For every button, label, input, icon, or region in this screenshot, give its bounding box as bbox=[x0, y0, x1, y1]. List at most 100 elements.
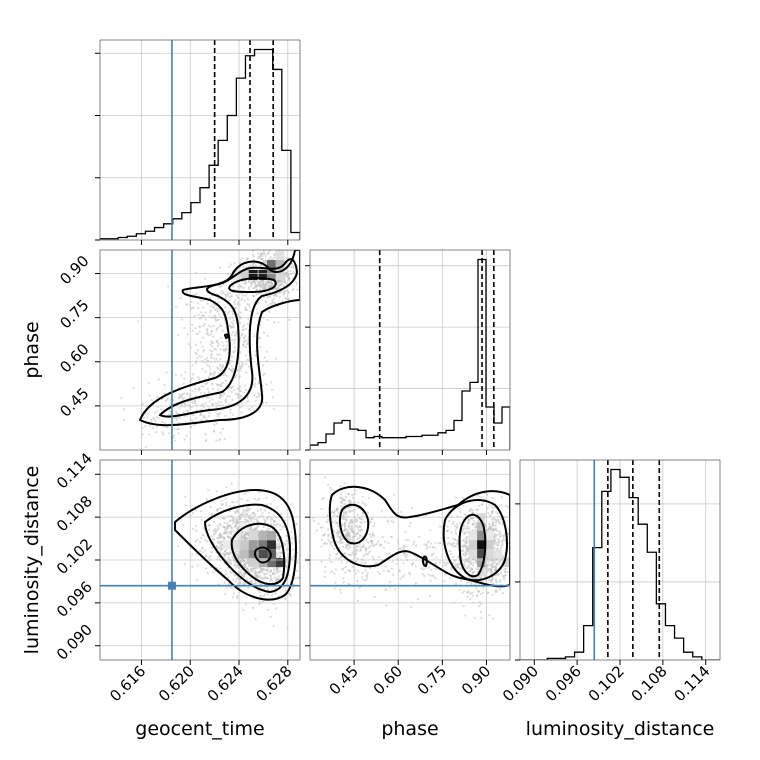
sample-point bbox=[194, 423, 197, 427]
sample-point bbox=[259, 256, 262, 259]
sample-point bbox=[192, 414, 195, 417]
sample-point bbox=[470, 517, 473, 520]
sample-point bbox=[351, 530, 354, 534]
sample-point bbox=[210, 535, 214, 538]
sample-point bbox=[244, 582, 247, 585]
sample-point bbox=[430, 542, 433, 545]
sample-point bbox=[498, 539, 501, 542]
sample-point bbox=[504, 504, 507, 507]
sample-point bbox=[245, 266, 248, 269]
sample-point bbox=[274, 587, 277, 590]
sample-point bbox=[430, 553, 434, 556]
density-cell bbox=[485, 530, 494, 540]
sample-point bbox=[225, 295, 228, 298]
sample-point bbox=[494, 521, 497, 524]
sample-point bbox=[251, 570, 254, 573]
sample-point bbox=[160, 408, 163, 411]
sample-point bbox=[330, 510, 333, 514]
sample-point bbox=[246, 308, 249, 312]
sample-point bbox=[275, 295, 278, 298]
sample-point bbox=[351, 509, 355, 512]
gridlines-p20 bbox=[100, 460, 300, 660]
sample-point bbox=[501, 554, 504, 557]
sample-point bbox=[222, 344, 225, 347]
sample-point bbox=[202, 527, 205, 530]
sample-point bbox=[499, 579, 502, 582]
sample-point bbox=[276, 566, 279, 570]
sample-point bbox=[275, 607, 278, 610]
sample-point bbox=[368, 518, 371, 521]
sample-point bbox=[252, 294, 255, 297]
sample-point bbox=[253, 570, 256, 573]
contour-p20-outer bbox=[174, 489, 297, 601]
sample-point bbox=[222, 392, 225, 395]
sample-point bbox=[239, 517, 242, 520]
sample-point bbox=[216, 402, 219, 405]
sample-point bbox=[255, 396, 258, 399]
sample-point bbox=[454, 532, 457, 535]
sample-point bbox=[332, 529, 335, 532]
sample-point bbox=[336, 509, 339, 512]
sample-point bbox=[429, 574, 432, 577]
sample-point bbox=[147, 381, 150, 385]
sample-point bbox=[402, 552, 405, 555]
sample-point bbox=[490, 505, 493, 508]
sample-point bbox=[199, 549, 202, 553]
sample-point bbox=[211, 538, 214, 541]
sample-point bbox=[466, 595, 469, 598]
sample-point bbox=[213, 430, 216, 433]
sample-point bbox=[327, 538, 330, 541]
sample-point bbox=[240, 533, 243, 536]
sample-point bbox=[223, 350, 226, 353]
sample-point bbox=[456, 525, 459, 529]
sample-point bbox=[283, 290, 286, 293]
sample-point bbox=[446, 530, 449, 533]
sample-point bbox=[338, 539, 342, 542]
sample-point bbox=[215, 366, 219, 369]
sample-point bbox=[452, 562, 455, 565]
sample-point bbox=[243, 565, 246, 569]
sample-point bbox=[336, 515, 339, 518]
sample-point bbox=[274, 572, 277, 575]
sample-point bbox=[245, 513, 249, 516]
contour-p10-middle bbox=[159, 258, 298, 418]
sample-point bbox=[496, 538, 500, 541]
sample-point bbox=[471, 529, 474, 532]
sample-point bbox=[250, 568, 253, 571]
sample-point bbox=[243, 391, 246, 394]
sample-point bbox=[217, 413, 221, 416]
sample-point bbox=[230, 333, 233, 337]
sample-point bbox=[184, 371, 187, 374]
sample-point bbox=[264, 569, 267, 572]
sample-point bbox=[423, 574, 426, 578]
sample-point bbox=[269, 615, 272, 619]
sample-point bbox=[367, 541, 370, 544]
sample-point bbox=[468, 581, 471, 584]
sample-point bbox=[224, 414, 227, 418]
sample-point bbox=[240, 361, 244, 365]
sample-point bbox=[252, 255, 255, 258]
sample-point bbox=[362, 578, 365, 581]
sample-point bbox=[461, 539, 464, 542]
sample-point bbox=[284, 589, 288, 592]
sample-point bbox=[183, 377, 186, 380]
sample-point bbox=[434, 561, 437, 565]
sample-point bbox=[264, 519, 267, 522]
sample-point bbox=[322, 497, 326, 500]
sample-point bbox=[262, 259, 265, 263]
sample-point bbox=[331, 521, 334, 524]
sample-point bbox=[236, 285, 239, 288]
sample-point bbox=[278, 523, 282, 527]
sample-point bbox=[461, 548, 464, 552]
sample-point bbox=[191, 527, 195, 530]
sample-point bbox=[473, 526, 476, 529]
sample-point bbox=[382, 546, 386, 549]
sample-point bbox=[266, 318, 269, 322]
density-cell bbox=[275, 270, 285, 280]
sample-point bbox=[267, 304, 270, 307]
sample-point bbox=[278, 296, 281, 299]
sample-point bbox=[503, 576, 506, 579]
sample-point bbox=[230, 370, 233, 373]
sample-point bbox=[364, 504, 367, 508]
sample-point bbox=[193, 315, 196, 318]
